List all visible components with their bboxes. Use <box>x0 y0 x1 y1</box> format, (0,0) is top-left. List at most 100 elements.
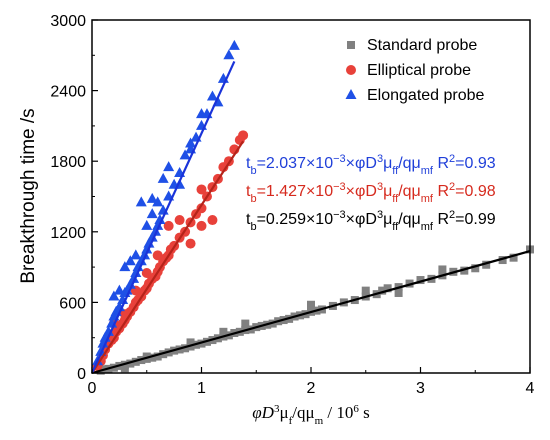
square-point <box>181 344 190 353</box>
equation-part: mf <box>421 165 434 177</box>
equation-part: t <box>246 183 251 200</box>
square-point <box>482 260 491 269</box>
x-label-sub1: f <box>289 415 293 427</box>
triangle-point <box>143 237 155 248</box>
equation-part: ff <box>392 221 399 233</box>
series-triangle <box>91 39 240 366</box>
square-point <box>438 265 447 274</box>
triangle-point <box>179 149 191 160</box>
circle-point <box>238 130 249 141</box>
triangle-point <box>150 225 162 236</box>
equation-part: t <box>246 211 251 228</box>
legend-label: Standard probe <box>367 37 477 54</box>
equation-part: =0.259×10 <box>257 211 334 228</box>
equations: tb=2.037×10−3×φD3μff/qμmf R2=0.93tb=1.42… <box>246 153 496 233</box>
equation-part: =0.99 <box>455 211 496 228</box>
square-point <box>148 353 157 362</box>
circle-point <box>152 250 163 261</box>
equation-part: 2 <box>449 209 455 221</box>
equation-part: b <box>250 221 256 233</box>
square-point <box>416 276 425 285</box>
axis-ticks: 0 1 2 3 4 0 600 1200 1800 2400 3000 <box>50 13 534 397</box>
x-tick-label: 1 <box>197 380 206 397</box>
square-point <box>361 286 370 295</box>
triangle-point <box>95 345 107 356</box>
square-point <box>126 359 135 368</box>
x-label-unit: / 10 <box>323 403 353 422</box>
circle-point <box>174 215 185 226</box>
triangle-point <box>130 266 142 277</box>
triangle-point <box>130 249 142 260</box>
circle-point <box>196 184 207 195</box>
fit-equation: tb=2.037×10−3×φD3μff/qμmf R2=0.93 <box>246 153 496 177</box>
equation-part: R <box>433 183 449 200</box>
equation-part: −3 <box>333 209 346 221</box>
triangle-point <box>185 137 197 148</box>
y-axis-label: Breakthrough time /s <box>18 108 39 283</box>
y-tick-label: 1800 <box>50 154 86 171</box>
square-point <box>153 352 162 361</box>
equation-part: ff <box>392 193 399 205</box>
triangle-point <box>124 255 136 266</box>
square-point <box>378 286 387 295</box>
triangle-point <box>124 278 136 289</box>
y-tick-label: 3000 <box>50 13 86 30</box>
triangle-point <box>146 192 158 203</box>
legend: Standard probe Elliptical probe Elongated … <box>345 37 485 104</box>
circle-point <box>163 220 174 231</box>
equation-part: μ <box>383 211 392 228</box>
circle-point <box>185 238 196 249</box>
y-tick-label: 0 <box>77 366 86 383</box>
circle-point <box>141 267 152 278</box>
triangle-point <box>146 231 158 242</box>
legend-marker-square <box>347 41 355 49</box>
legend-label: Elliptical probe <box>367 62 471 79</box>
x-label-end: s <box>359 403 370 422</box>
legend-marker-triangle <box>345 89 357 99</box>
equation-part: 2 <box>449 181 455 193</box>
equation-part: 2 <box>449 153 455 165</box>
triangle-point <box>141 243 153 254</box>
equation-part: =0.98 <box>455 183 496 200</box>
equation-part: ×φD <box>346 183 377 200</box>
x-label-sup1: 3 <box>274 403 280 415</box>
equation-part: /qμ <box>398 155 421 172</box>
circle-point <box>207 215 218 226</box>
square-point <box>219 327 228 336</box>
y-tick-label: 2400 <box>50 84 86 101</box>
equation-part: μ <box>383 183 392 200</box>
triangle-point <box>206 90 218 101</box>
equation-part: R <box>433 155 449 172</box>
triangle-point <box>152 219 164 230</box>
triangle-point <box>108 290 120 301</box>
circle-point <box>196 220 207 231</box>
fit-line-square <box>91 250 531 375</box>
x-label-sub2: m <box>315 415 324 427</box>
square-point <box>471 264 480 273</box>
equation-part: ×φD <box>346 155 377 172</box>
x-label-mid: μ <box>279 403 288 422</box>
square-point <box>142 352 151 361</box>
fit-equation: tb=0.259×10−3×φD3μff/qμmf R2=0.99 <box>246 209 496 233</box>
square-point <box>498 256 507 265</box>
equation-part: =0.93 <box>455 155 496 172</box>
legend-marker-circle <box>346 65 356 75</box>
square-point <box>120 364 129 373</box>
equation-part: 3 <box>377 209 383 221</box>
triangle-point <box>163 161 175 172</box>
triangle-point <box>228 39 240 50</box>
x-label-main: φD <box>252 403 274 422</box>
triangle-point <box>154 214 166 225</box>
equation-part: ff <box>392 165 399 177</box>
equation-part: /qμ <box>398 211 421 228</box>
x-axis-label: φD3μf/qμm / 106 s <box>252 403 370 427</box>
x-tick-label: 3 <box>416 380 425 397</box>
x-tick-label: 2 <box>307 380 316 397</box>
triangle-point <box>223 49 235 60</box>
triangle-point <box>157 172 169 183</box>
square-point <box>186 338 195 347</box>
equation-part: =2.037×10 <box>257 155 334 172</box>
x-tick-label: 0 <box>88 380 97 397</box>
x-tick-label: 4 <box>526 380 535 397</box>
